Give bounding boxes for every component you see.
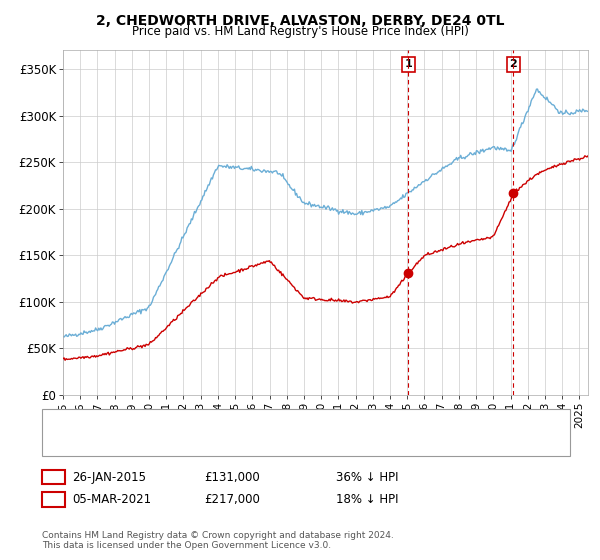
Text: 1: 1: [49, 470, 58, 484]
Text: 36% ↓ HPI: 36% ↓ HPI: [336, 470, 398, 484]
Text: 2, CHEDWORTH DRIVE, ALVASTON, DERBY, DE24 0TL: 2, CHEDWORTH DRIVE, ALVASTON, DERBY, DE2…: [96, 14, 504, 28]
Text: HPI: Average price, detached house, City of Derby: HPI: Average price, detached house, City…: [78, 438, 340, 448]
Text: 26-JAN-2015: 26-JAN-2015: [72, 470, 146, 484]
Text: 05-MAR-2021: 05-MAR-2021: [72, 493, 151, 506]
Text: £131,000: £131,000: [204, 470, 260, 484]
Text: 2: 2: [49, 493, 58, 506]
Text: 18% ↓ HPI: 18% ↓ HPI: [336, 493, 398, 506]
Text: 2, CHEDWORTH DRIVE, ALVASTON, DERBY, DE24 0TL (detached house): 2, CHEDWORTH DRIVE, ALVASTON, DERBY, DE2…: [78, 417, 448, 427]
Text: 1: 1: [404, 59, 412, 69]
Text: £217,000: £217,000: [204, 493, 260, 506]
Text: Contains HM Land Registry data © Crown copyright and database right 2024.
This d: Contains HM Land Registry data © Crown c…: [42, 530, 394, 550]
Text: 2: 2: [509, 59, 517, 69]
Text: Price paid vs. HM Land Registry's House Price Index (HPI): Price paid vs. HM Land Registry's House …: [131, 25, 469, 38]
